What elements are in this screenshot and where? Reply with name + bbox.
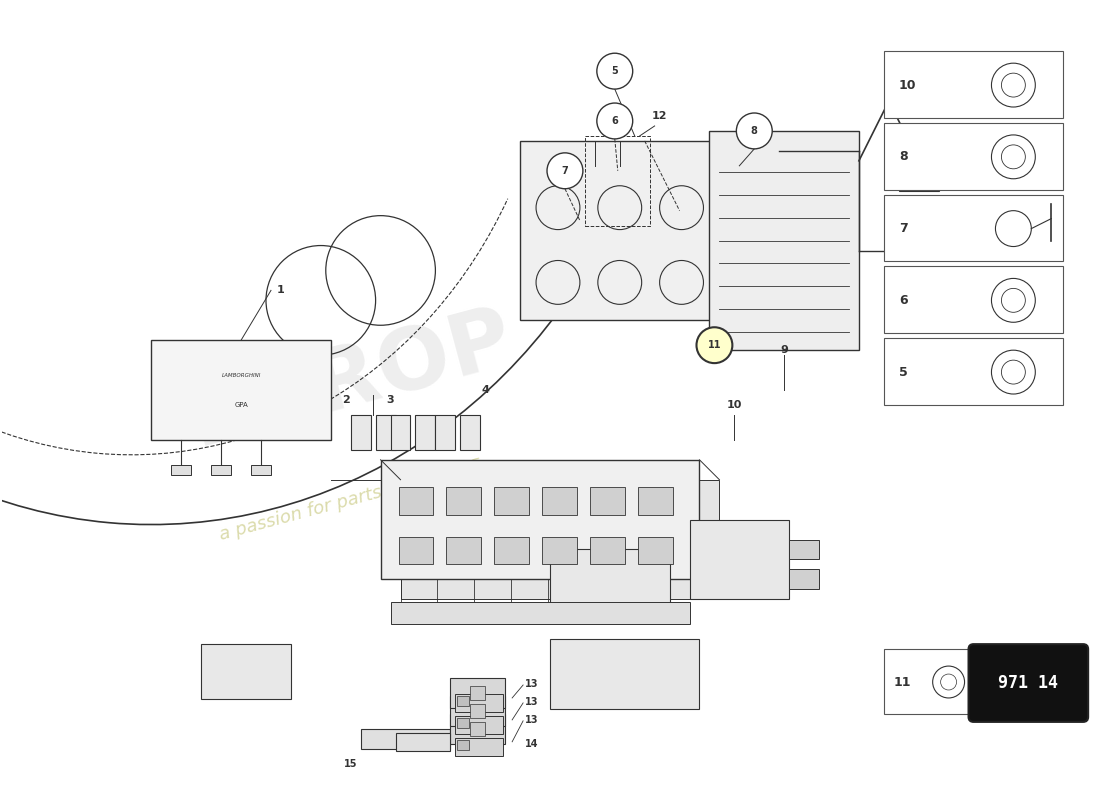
Text: 13: 13	[525, 697, 539, 707]
Circle shape	[547, 153, 583, 189]
Bar	[201, 644, 290, 699]
Text: 4: 4	[482, 385, 490, 395]
Circle shape	[736, 113, 772, 149]
Bar	[789, 539, 820, 559]
Text: EUROP: EUROP	[180, 297, 521, 463]
Bar	[471, 686, 485, 700]
Circle shape	[696, 327, 733, 363]
Bar	[351, 415, 371, 450]
Bar	[416, 415, 436, 450]
Bar	[400, 480, 719, 599]
Bar	[690, 519, 789, 599]
Bar	[520, 141, 719, 320]
Text: 8: 8	[899, 150, 907, 163]
Bar	[390, 415, 410, 450]
Bar	[883, 266, 1064, 334]
Bar	[458, 718, 470, 728]
Bar	[460, 415, 481, 450]
Text: 7: 7	[562, 166, 569, 176]
Text: 15: 15	[344, 758, 358, 769]
Bar	[398, 486, 433, 514]
Bar	[471, 704, 485, 718]
Text: GPA: GPA	[234, 402, 248, 408]
FancyBboxPatch shape	[968, 644, 1088, 722]
Bar	[455, 694, 503, 712]
Bar	[585, 136, 650, 226]
Bar	[458, 740, 470, 750]
Bar	[450, 714, 505, 744]
Bar	[710, 131, 859, 350]
Bar	[398, 537, 433, 565]
Bar	[375, 415, 396, 450]
Text: 6: 6	[612, 116, 618, 126]
Text: 14: 14	[525, 739, 539, 749]
Text: LAMBORGHINI: LAMBORGHINI	[221, 373, 261, 378]
Bar	[450, 678, 505, 708]
Text: 7: 7	[899, 222, 907, 235]
Text: 11: 11	[707, 340, 722, 350]
Bar	[396, 733, 450, 750]
Bar	[550, 639, 700, 709]
Bar	[789, 570, 820, 590]
Text: 10: 10	[727, 400, 742, 410]
Circle shape	[597, 103, 632, 139]
Text: 5: 5	[899, 366, 907, 378]
Bar	[899, 141, 938, 190]
Bar	[381, 460, 700, 579]
Text: 8: 8	[751, 126, 758, 136]
Text: 5: 5	[612, 66, 618, 76]
Text: 1: 1	[277, 286, 285, 295]
Bar	[542, 486, 576, 514]
Bar	[883, 338, 1064, 405]
Circle shape	[597, 54, 632, 89]
Bar	[494, 486, 529, 514]
FancyBboxPatch shape	[152, 340, 331, 440]
Text: 12: 12	[652, 111, 668, 121]
Text: 10: 10	[899, 78, 916, 91]
Bar	[638, 486, 672, 514]
Bar	[883, 123, 1064, 190]
Bar	[447, 486, 481, 514]
Text: a passion for parts since 1985: a passion for parts since 1985	[217, 456, 484, 543]
Text: 2: 2	[342, 395, 350, 405]
Text: 13: 13	[525, 679, 539, 689]
Bar	[172, 465, 191, 474]
Bar	[455, 738, 503, 756]
Bar	[211, 465, 231, 474]
Bar	[436, 415, 455, 450]
Text: 9: 9	[780, 345, 788, 355]
Bar	[447, 537, 481, 565]
Bar	[494, 537, 529, 565]
Bar	[883, 649, 968, 714]
Text: 3: 3	[387, 395, 395, 405]
Bar	[361, 729, 450, 749]
Bar	[883, 194, 1064, 262]
Bar	[550, 550, 670, 619]
Bar	[883, 51, 1064, 118]
Bar	[455, 716, 503, 734]
Bar	[590, 537, 625, 565]
Bar	[638, 537, 672, 565]
Text: 971 14: 971 14	[999, 674, 1058, 692]
Bar	[458, 696, 470, 706]
Text: 6: 6	[899, 294, 907, 307]
Bar	[450, 696, 505, 726]
Text: 11: 11	[894, 675, 911, 689]
Bar	[590, 486, 625, 514]
Bar	[542, 537, 576, 565]
Text: 13: 13	[525, 715, 539, 725]
Bar	[251, 465, 271, 474]
Bar	[471, 722, 485, 736]
Bar	[390, 602, 690, 624]
